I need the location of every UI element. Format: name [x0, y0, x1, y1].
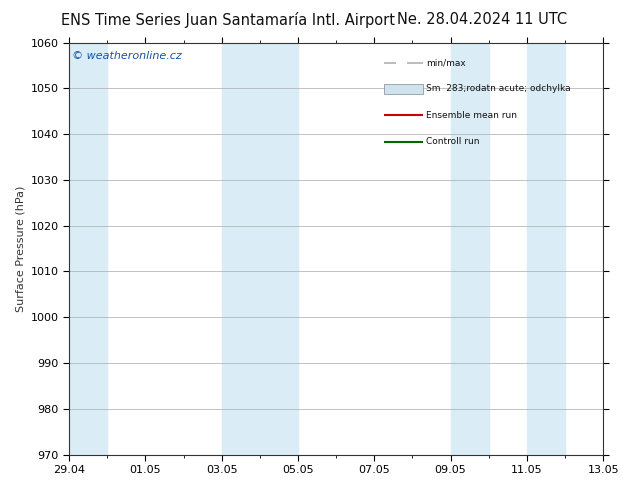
Text: Sm  283;rodatn acute; odchylka: Sm 283;rodatn acute; odchylka: [426, 84, 571, 94]
Bar: [527, 43, 565, 455]
Bar: [260, 43, 298, 455]
Text: min/max: min/max: [426, 58, 466, 67]
Y-axis label: Surface Pressure (hPa): Surface Pressure (hPa): [15, 185, 25, 312]
Text: Controll run: Controll run: [426, 137, 480, 147]
Bar: [69, 43, 107, 455]
Text: © weatheronline.cz: © weatheronline.cz: [72, 51, 181, 61]
Text: Ne. 28.04.2024 11 UTC: Ne. 28.04.2024 11 UTC: [397, 12, 567, 27]
Text: Ensemble mean run: Ensemble mean run: [426, 111, 517, 120]
Bar: [451, 43, 489, 455]
Bar: [222, 43, 260, 455]
Text: ENS Time Series Juan Santamaría Intl. Airport: ENS Time Series Juan Santamaría Intl. Ai…: [61, 12, 395, 28]
